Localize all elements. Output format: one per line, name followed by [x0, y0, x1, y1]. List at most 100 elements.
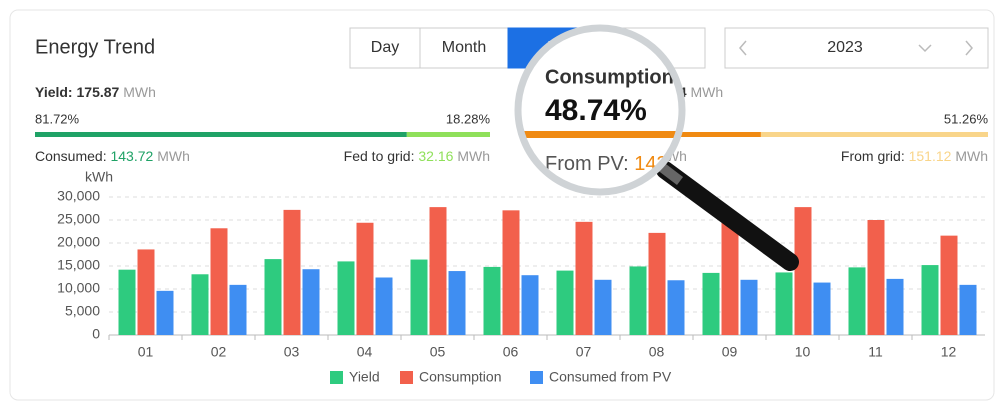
- bar: [191, 274, 209, 335]
- y-tick-label: 25,000: [57, 211, 100, 227]
- bar: [502, 210, 520, 335]
- bar: [337, 261, 355, 335]
- bar: [302, 269, 320, 335]
- next-icon[interactable]: [965, 40, 973, 56]
- x-tick-label: 11: [868, 344, 883, 360]
- prev-icon[interactable]: [739, 40, 747, 56]
- bar: [156, 290, 174, 335]
- legend-swatch[interactable]: [400, 371, 413, 384]
- right-pct: 18.28%: [446, 111, 491, 126]
- bar: [210, 228, 228, 335]
- bar: [667, 280, 685, 335]
- label: Consumed:: [35, 148, 107, 164]
- y-tick-label: 10,000: [57, 280, 100, 296]
- y-tick-label: 5,000: [65, 303, 100, 319]
- x-tick-label: 03: [284, 344, 300, 360]
- y-tick-label: 15,000: [57, 257, 100, 273]
- label: From PV:: [545, 153, 629, 175]
- bar: [702, 272, 720, 335]
- lens-bar: [518, 131, 682, 138]
- bar: [886, 278, 904, 335]
- tab[interactable]: [349, 27, 421, 69]
- legend-label[interactable]: Consumed from PV: [549, 369, 672, 385]
- year-picker[interactable]: [724, 27, 989, 69]
- bar: [794, 207, 812, 335]
- lens-glass: [518, 28, 682, 192]
- bar: [448, 271, 466, 335]
- bar: [410, 259, 428, 335]
- value: 32.16: [418, 148, 453, 164]
- progress-right: [760, 132, 988, 137]
- bar: [521, 275, 539, 335]
- bar: [264, 259, 282, 335]
- bar: [629, 266, 647, 335]
- legend-label[interactable]: Yield: [349, 369, 380, 385]
- x-tick-label: 02: [211, 344, 227, 360]
- x-tick-label: 10: [795, 344, 811, 360]
- bar: [959, 284, 977, 335]
- unit: MWh: [690, 84, 723, 100]
- left-pct: 81.72%: [35, 111, 80, 126]
- legend-swatch[interactable]: [330, 371, 343, 384]
- x-tick-label: 05: [430, 344, 446, 360]
- yield-total: Yield: 175.87 MWh: [35, 84, 156, 100]
- bar: [940, 235, 958, 335]
- y-axis-label: kWh: [85, 169, 113, 185]
- legend-label[interactable]: Consumption: [419, 369, 502, 385]
- bar: [848, 267, 866, 335]
- bar: [721, 220, 739, 335]
- lens-content: Consumption:48.74%From PV: 143.72: [518, 66, 682, 175]
- right-pct: 51.26%: [944, 111, 989, 126]
- y-tick-label: 30,000: [57, 188, 100, 204]
- bar: [867, 220, 885, 335]
- tab-label: Month: [442, 39, 486, 56]
- x-tick-label: 06: [503, 344, 519, 360]
- x-tick-label: 08: [649, 344, 665, 360]
- value: 143.72: [110, 148, 153, 164]
- bar: [575, 221, 593, 335]
- progress-left: [35, 132, 407, 137]
- lens-rim: [514, 24, 686, 196]
- bar: [921, 265, 939, 335]
- handle: [656, 161, 799, 271]
- bar: [429, 207, 447, 335]
- label: Fed to grid:: [344, 148, 415, 164]
- y-tick-label: 0: [92, 326, 100, 342]
- progress-right: [406, 132, 490, 137]
- bar: [594, 279, 612, 335]
- unit: MWh: [955, 148, 988, 164]
- unit: MWh: [123, 84, 156, 100]
- bar: [556, 270, 574, 335]
- label: Yield:: [35, 84, 73, 100]
- magnifier: Consumption:48.74%From PV: 143.72: [514, 24, 799, 271]
- value: 175.87: [77, 84, 120, 100]
- bar: [648, 232, 666, 335]
- bar: [483, 266, 501, 335]
- sub-right: Fed to grid: 32.16 MWh: [344, 148, 490, 164]
- chart: kWh 0 5,000 10,000 15,000 20,000 25,000 30,000 0…: [57, 169, 985, 385]
- title: Energy Trend: [35, 36, 155, 58]
- unit: MWh: [157, 148, 190, 164]
- x-tick-label: 09: [722, 344, 738, 360]
- dropdown-icon[interactable]: [918, 44, 932, 53]
- bar: [118, 269, 136, 335]
- bar: [137, 249, 155, 335]
- bar: [375, 277, 393, 335]
- bar: [283, 209, 301, 335]
- bar: [229, 284, 247, 335]
- year: 2023: [827, 39, 863, 56]
- label: From grid:: [841, 148, 905, 164]
- value: 151.12: [909, 148, 952, 164]
- bar: [775, 272, 793, 335]
- sub-right: From grid: 151.12 MWh: [841, 148, 988, 164]
- unit: MWh: [457, 148, 490, 164]
- x-tick-label: 07: [576, 344, 592, 360]
- bar: [813, 282, 831, 335]
- lens-label: Consumption:: [545, 66, 681, 88]
- x-tick-label: 12: [941, 344, 957, 360]
- legend-swatch[interactable]: [530, 371, 543, 384]
- lens-pct: 48.74%: [545, 94, 647, 127]
- x-tick-label: 04: [357, 344, 373, 360]
- bar: [356, 222, 374, 335]
